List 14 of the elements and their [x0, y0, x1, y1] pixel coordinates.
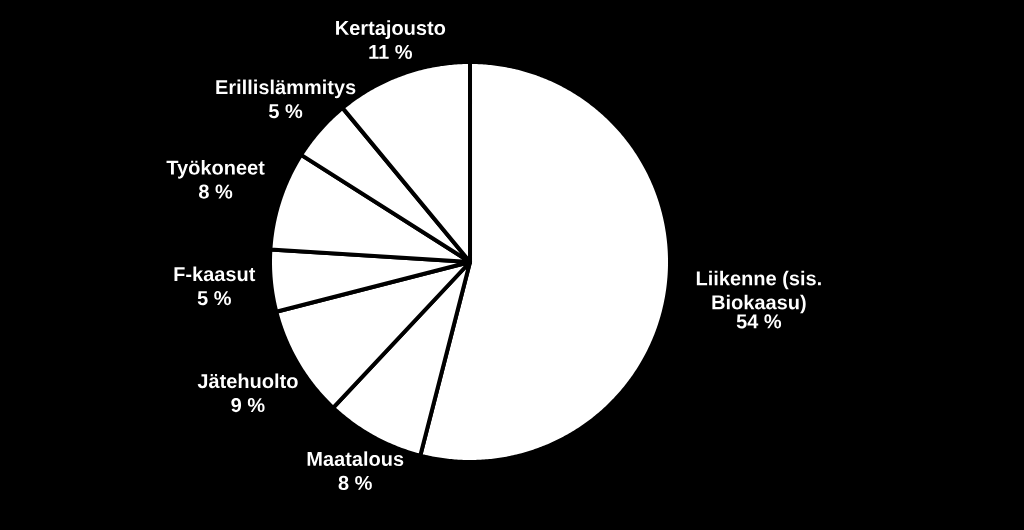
slice-label: Maatalous	[307, 451, 404, 466]
slice-label: Erillislämmitys	[216, 79, 356, 99]
slice-label: F-kaasut	[174, 266, 256, 282]
data-label: 9 %	[231, 397, 265, 413]
data-label: 54 %	[736, 314, 782, 329]
slice-label: Kertajousto	[336, 20, 446, 39]
slice-label: Liikenne (sis. Biokaasu)	[696, 270, 821, 314]
data-label: 11 %	[369, 44, 413, 59]
slice-label: Työkoneet	[166, 159, 265, 179]
data-label: 5 %	[268, 104, 303, 119]
data-label: 8 %	[338, 475, 372, 490]
slice-label: Jätehuolto	[197, 373, 298, 389]
data-label: 8 %	[198, 184, 233, 199]
data-label: 5 %	[197, 291, 231, 306]
